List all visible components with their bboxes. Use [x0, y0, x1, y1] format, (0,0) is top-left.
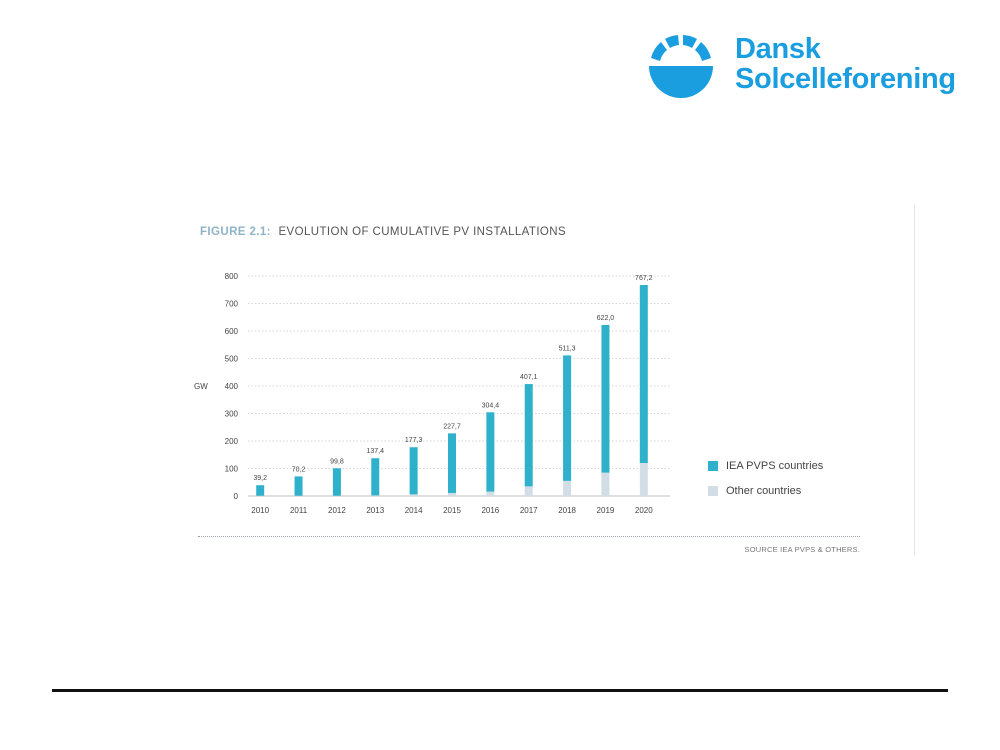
- x-tick-label: 2014: [405, 506, 423, 515]
- y-tick-label: 300: [225, 410, 239, 419]
- y-tick-label: 100: [225, 465, 239, 474]
- bar-other-2014: [409, 494, 418, 496]
- y-tick-label: 400: [225, 382, 239, 391]
- bar-iea-2015: [448, 433, 456, 493]
- bar-iea-2018: [563, 355, 572, 481]
- bar-iea-2011: [294, 476, 303, 496]
- figure-caption: EVOLUTION OF CUMULATIVE PV INSTALLATIONS: [278, 226, 567, 238]
- bar-iea-2012: [332, 468, 341, 496]
- y-tick-label: 700: [225, 300, 239, 309]
- data-label: 304,4: [482, 402, 500, 409]
- x-tick-label: 2017: [520, 506, 538, 515]
- bar-iea-2010: [256, 485, 265, 496]
- y-tick-label: 600: [225, 327, 239, 336]
- figure-number: FIGURE 2.1:: [200, 226, 271, 238]
- bar-other-2018: [563, 480, 572, 496]
- legend-swatch-iea: [708, 461, 718, 471]
- data-label: 99,8: [330, 458, 344, 465]
- y-tick-label: 200: [225, 437, 239, 446]
- bar-iea-2014: [409, 447, 418, 495]
- source-note: SOURCE IEA PVPS & OTHERS.: [744, 545, 860, 554]
- x-tick-label: 2010: [251, 506, 269, 515]
- y-tick-label: 0: [234, 492, 239, 501]
- data-label: 407,1: [520, 374, 538, 381]
- bar-iea-2016: [486, 412, 495, 492]
- figure-title: FIGURE 2.1: EVOLUTION OF CUMULATIVE PV I…: [200, 226, 566, 238]
- logo-line-2: Solcelleforening: [735, 63, 956, 95]
- x-tick-label: 2016: [481, 506, 499, 515]
- bar-iea-2017: [524, 384, 533, 487]
- data-label: 227,7: [443, 423, 461, 430]
- legend-swatch-other: [708, 486, 718, 496]
- bar-other-2013: [371, 495, 380, 496]
- data-label: 622,0: [597, 315, 615, 322]
- bar-other-2017: [524, 486, 533, 496]
- data-label: 70,2: [292, 466, 306, 473]
- bottom-rule: [52, 689, 948, 692]
- x-tick-label: 2013: [366, 506, 384, 515]
- x-tick-label: 2011: [290, 506, 308, 515]
- legend-label-iea: IEA PVPS countries: [726, 460, 824, 472]
- x-tick-label: 2020: [635, 506, 653, 515]
- y-tick-label: 500: [225, 355, 239, 364]
- x-tick-label: 2015: [443, 506, 461, 515]
- divider: [198, 536, 860, 537]
- y-axis-label: GW: [194, 382, 208, 391]
- bar-iea-2013: [371, 458, 380, 496]
- logo-wordmark: Dansk Solcelleforening: [735, 34, 956, 94]
- logo-line-1: Dansk: [735, 33, 821, 65]
- data-label: 767,2: [635, 275, 653, 282]
- bar-other-2019: [601, 472, 610, 496]
- vertical-divider: [914, 205, 915, 555]
- bar-other-2020: [639, 463, 648, 496]
- x-tick-label: 2012: [328, 506, 346, 515]
- bar-other-2015: [448, 492, 456, 496]
- bar-iea-2020: [639, 285, 648, 463]
- pv-installations-chart: 0 100 200 300 400 500 600 700 800 GW 39,2 2010 70,2 2…: [194, 272, 670, 515]
- logo-icon: [649, 35, 713, 98]
- legend-label-other: Other countries: [726, 485, 802, 497]
- y-tick-label: 800: [225, 272, 239, 281]
- data-label: 137,4: [367, 448, 385, 455]
- legend-item-iea: IEA PVPS countries: [708, 460, 823, 472]
- logo: Dansk Solcelleforening: [645, 34, 975, 104]
- x-tick-label: 2018: [558, 506, 576, 515]
- data-label: 177,3: [405, 437, 423, 444]
- data-label: 511,3: [559, 345, 576, 352]
- legend-item-other: Other countries: [708, 485, 801, 497]
- bar-other-2016: [486, 491, 495, 496]
- bar-iea-2019: [601, 324, 610, 473]
- data-label: 39,2: [253, 475, 267, 482]
- x-tick-label: 2019: [597, 506, 615, 515]
